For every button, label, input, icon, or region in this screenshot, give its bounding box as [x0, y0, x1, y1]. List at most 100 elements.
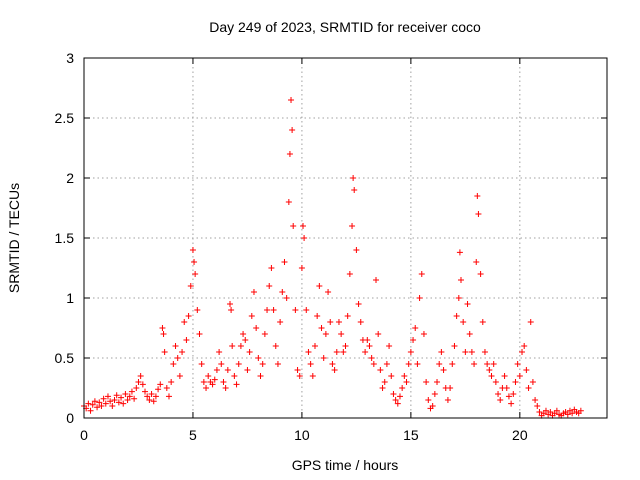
data-point-14 [111, 397, 118, 403]
data-point-137 [364, 337, 371, 343]
data-point-59 [205, 373, 212, 379]
data-point-158 [410, 337, 417, 343]
data-point-170 [436, 361, 443, 367]
data-point-148 [388, 373, 395, 379]
data-point-29 [144, 393, 151, 400]
data-point-123 [335, 319, 342, 325]
data-point-28 [142, 388, 149, 395]
data-point-37 [160, 331, 167, 337]
data-point-100 [289, 127, 296, 133]
data-point-233 [569, 410, 576, 417]
data-point-53 [192, 271, 199, 277]
data-point-139 [368, 355, 375, 361]
y-tick-label-4: 2 [66, 170, 74, 186]
data-point-208 [514, 361, 521, 367]
data-point-164 [423, 379, 430, 385]
data-point-16 [115, 399, 122, 406]
x-axis-label: GPS time / hours [292, 457, 399, 473]
data-point-130 [350, 175, 357, 181]
data-point-149 [390, 391, 397, 397]
data-point-93 [277, 319, 284, 325]
data-point-195 [486, 367, 493, 373]
data-point-214 [527, 319, 534, 325]
data-point-116 [320, 355, 327, 361]
data-point-142 [375, 331, 382, 337]
y-tick-label-3: 1.5 [55, 230, 75, 246]
data-point-127 [344, 313, 351, 319]
data-point-55 [196, 331, 203, 337]
data-point-36 [159, 325, 166, 331]
data-point-221 [542, 407, 549, 414]
data-point-156 [405, 361, 412, 367]
data-point-171 [438, 349, 445, 355]
data-point-213 [525, 385, 532, 391]
data-point-160 [414, 361, 421, 367]
data-point-52 [191, 259, 198, 265]
data-point-231 [564, 411, 571, 418]
data-point-40 [165, 393, 172, 400]
data-point-48 [183, 337, 190, 343]
data-point-190 [475, 211, 482, 217]
data-point-184 [464, 301, 471, 307]
data-point-15 [113, 392, 120, 399]
data-point-69 [227, 301, 234, 307]
data-point-129 [349, 223, 356, 229]
data-point-159 [412, 325, 419, 331]
data-point-65 [218, 361, 225, 367]
data-point-19 [122, 391, 129, 397]
data-point-150 [392, 397, 399, 403]
data-point-109 [305, 349, 312, 355]
data-point-22 [128, 388, 135, 395]
data-point-209 [516, 373, 523, 379]
y-tick-label-1: 0.5 [55, 350, 75, 366]
data-point-63 [213, 367, 220, 373]
data-point-152 [396, 393, 403, 400]
data-point-211 [521, 343, 528, 349]
data-point-161 [416, 295, 423, 301]
data-point-2 [85, 400, 92, 407]
data-point-78 [244, 367, 251, 373]
data-point-66 [220, 379, 227, 385]
data-point-107 [301, 235, 308, 241]
data-point-200 [497, 397, 504, 403]
data-point-75 [237, 343, 244, 349]
data-point-84 [257, 373, 264, 379]
data-point-206 [510, 391, 517, 397]
data-point-57 [200, 379, 207, 385]
data-point-124 [338, 331, 345, 337]
data-point-176 [449, 361, 456, 367]
data-point-189 [474, 193, 481, 199]
data-point-30 [146, 397, 153, 403]
data-point-120 [329, 361, 336, 367]
data-point-172 [440, 367, 447, 373]
data-point-9 [100, 395, 107, 402]
data-point-83 [255, 355, 262, 361]
data-point-99 [288, 97, 295, 103]
data-point-215 [529, 379, 536, 385]
data-point-34 [155, 386, 162, 393]
data-point-90 [270, 307, 277, 313]
data-point-192 [479, 319, 486, 325]
data-point-154 [401, 373, 408, 379]
data-point-169 [434, 379, 441, 385]
data-point-237 [577, 407, 584, 414]
data-point-216 [532, 397, 539, 403]
data-point-198 [492, 379, 499, 385]
y-tick-label-0: 0 [66, 410, 74, 426]
data-point-118 [325, 289, 332, 295]
data-point-185 [466, 331, 473, 337]
data-point-193 [481, 349, 488, 355]
data-point-56 [198, 361, 205, 367]
data-point-31 [148, 391, 155, 397]
data-point-119 [327, 319, 334, 325]
data-point-51 [189, 247, 196, 253]
x-tick-label-2: 10 [294, 427, 310, 443]
data-point-101 [290, 223, 297, 229]
data-point-61 [209, 381, 216, 388]
data-point-49 [185, 313, 192, 319]
data-point-165 [425, 397, 432, 403]
grid-lines [84, 58, 607, 418]
data-point-42 [170, 361, 177, 367]
data-point-147 [386, 343, 393, 349]
x-tick-label-4: 20 [512, 427, 528, 443]
